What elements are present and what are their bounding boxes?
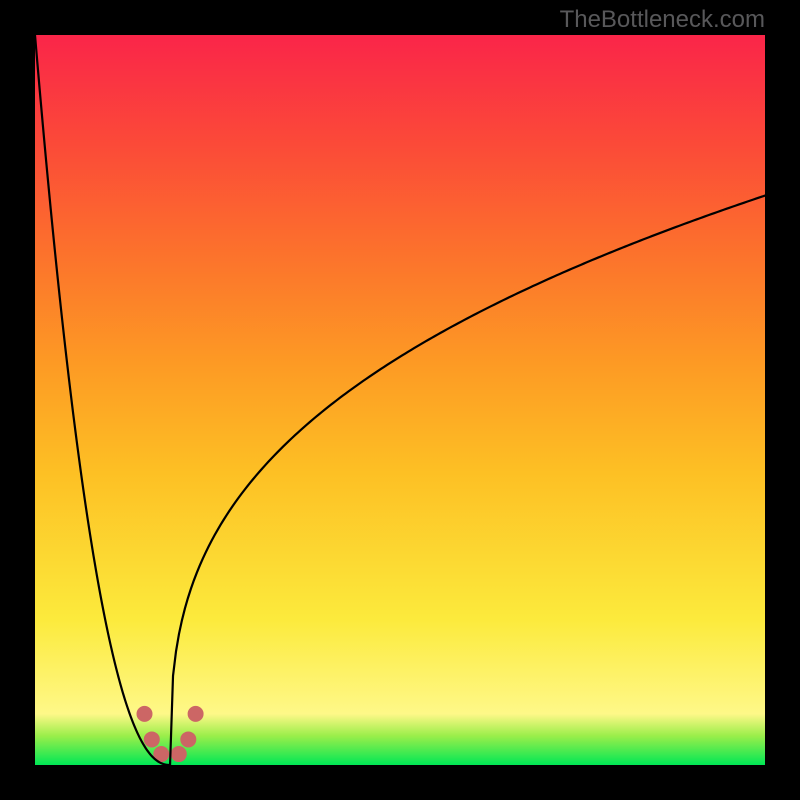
trough-marker: [144, 731, 160, 747]
plot-area: [35, 35, 765, 765]
trough-marker: [180, 731, 196, 747]
bottleneck-curve-chart: [35, 35, 765, 765]
trough-marker: [171, 746, 187, 762]
gradient-background: [35, 35, 765, 765]
watermark-text: TheBottleneck.com: [560, 6, 765, 34]
trough-marker: [137, 706, 153, 722]
chart-frame: TheBottleneck.com: [0, 0, 800, 800]
trough-marker: [188, 706, 204, 722]
